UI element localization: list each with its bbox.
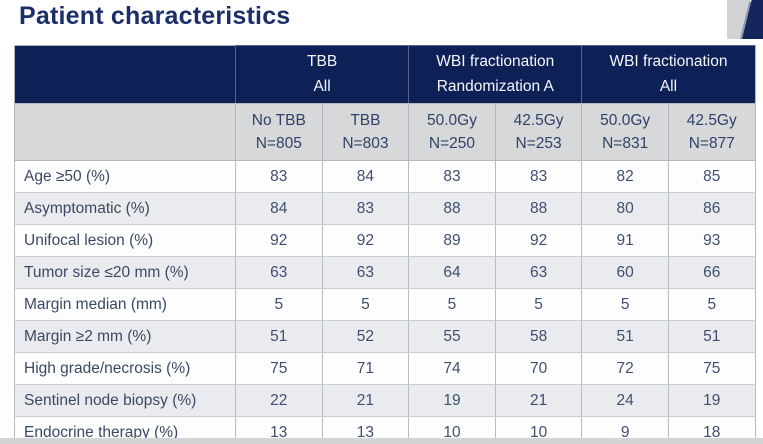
- value-cell: 70: [494, 352, 583, 385]
- value-cell: 93: [667, 224, 756, 257]
- corner-cell: [14, 103, 236, 161]
- group-header-wbi-all: WBI fractionation All: [581, 45, 756, 104]
- value-cell: 55: [408, 320, 496, 353]
- value-cell: 75: [235, 352, 323, 385]
- value-cell: 63: [321, 256, 410, 289]
- column-header-no-tbb: No TBB N=805: [235, 103, 323, 161]
- table-row: Asymptomatic (%) 84 83 88 88 80 86: [14, 192, 756, 225]
- value-cell: 85: [667, 160, 756, 193]
- value-cell: 83: [321, 192, 410, 225]
- table-row: Age ≥50 (%) 83 84 83 83 82 85: [14, 160, 756, 193]
- value-cell: 51: [235, 320, 323, 353]
- logo-mark-icon: [727, 0, 763, 39]
- value-cell: 63: [494, 256, 583, 289]
- table-row: Margin median (mm) 5 5 5 5 5 5: [14, 288, 756, 321]
- row-label: Age ≥50 (%): [14, 160, 236, 193]
- row-label: Tumor size ≤20 mm (%): [14, 256, 236, 289]
- value-cell: 5: [581, 288, 669, 321]
- column-header-425gy-all: 42.5Gy N=877: [667, 103, 756, 161]
- value-cell: 22: [235, 384, 323, 417]
- column-header-50gy-all: 50.0Gy N=831: [581, 103, 669, 161]
- value-cell: 51: [581, 320, 669, 353]
- value-cell: 89: [408, 224, 496, 257]
- value-cell: 88: [408, 192, 496, 225]
- value-cell: 5: [321, 288, 410, 321]
- value-cell: 5: [667, 288, 756, 321]
- value-cell: 72: [581, 352, 669, 385]
- corner-cell: [14, 45, 236, 104]
- value-cell: 92: [235, 224, 323, 257]
- value-cell: 84: [321, 160, 410, 193]
- page-title: Patient characteristics: [19, 2, 291, 30]
- value-cell: 21: [494, 384, 583, 417]
- row-label: Sentinel node biopsy (%): [14, 384, 236, 417]
- slide-bottom-edge: [0, 438, 763, 444]
- value-cell: 5: [235, 288, 323, 321]
- value-cell: 80: [581, 192, 669, 225]
- value-cell: 83: [408, 160, 496, 193]
- value-cell: 75: [667, 352, 756, 385]
- value-cell: 19: [667, 384, 756, 417]
- row-label: High grade/necrosis (%): [14, 352, 236, 385]
- group-header-tbb-all: TBB All: [234, 45, 410, 104]
- value-cell: 60: [581, 256, 669, 289]
- row-label: Margin median (mm): [14, 288, 236, 321]
- table-row: High grade/necrosis (%) 75 71 74 70 72 7…: [14, 352, 756, 385]
- value-cell: 86: [667, 192, 756, 225]
- table-row: Margin ≥2 mm (%) 51 52 55 58 51 51: [14, 320, 756, 353]
- row-label: Unifocal lesion (%): [14, 224, 236, 257]
- column-header-425gy-randa: 42.5Gy N=253: [494, 103, 583, 161]
- value-cell: 88: [494, 192, 583, 225]
- column-header-tbb: TBB N=803: [321, 103, 410, 161]
- column-header-50gy-randa: 50.0Gy N=250: [408, 103, 496, 161]
- value-cell: 5: [408, 288, 496, 321]
- value-cell: 74: [408, 352, 496, 385]
- value-cell: 91: [581, 224, 669, 257]
- value-cell: 58: [494, 320, 583, 353]
- value-cell: 63: [235, 256, 323, 289]
- value-cell: 71: [321, 352, 410, 385]
- value-cell: 92: [321, 224, 410, 257]
- value-cell: 92: [494, 224, 583, 257]
- value-cell: 64: [408, 256, 496, 289]
- value-cell: 84: [235, 192, 323, 225]
- value-cell: 52: [321, 320, 410, 353]
- value-cell: 83: [494, 160, 583, 193]
- patient-characteristics-table: TBB All WBI fractionation Randomization …: [14, 45, 756, 444]
- table-row: Sentinel node biopsy (%) 22 21 19 21 24 …: [14, 384, 756, 417]
- value-cell: 21: [321, 384, 410, 417]
- value-cell: 5: [494, 288, 583, 321]
- table-row: Tumor size ≤20 mm (%) 63 63 64 63 60 66: [14, 256, 756, 289]
- value-cell: 83: [235, 160, 323, 193]
- row-label: Asymptomatic (%): [14, 192, 236, 225]
- value-cell: 82: [581, 160, 669, 193]
- value-cell: 66: [667, 256, 756, 289]
- value-cell: 51: [667, 320, 756, 353]
- group-header-wbi-randomization-a: WBI fractionation Randomization A: [408, 45, 583, 104]
- table-row: Unifocal lesion (%) 92 92 89 92 91 93: [14, 224, 756, 257]
- value-cell: 19: [408, 384, 496, 417]
- row-label: Margin ≥2 mm (%): [14, 320, 236, 353]
- value-cell: 24: [581, 384, 669, 417]
